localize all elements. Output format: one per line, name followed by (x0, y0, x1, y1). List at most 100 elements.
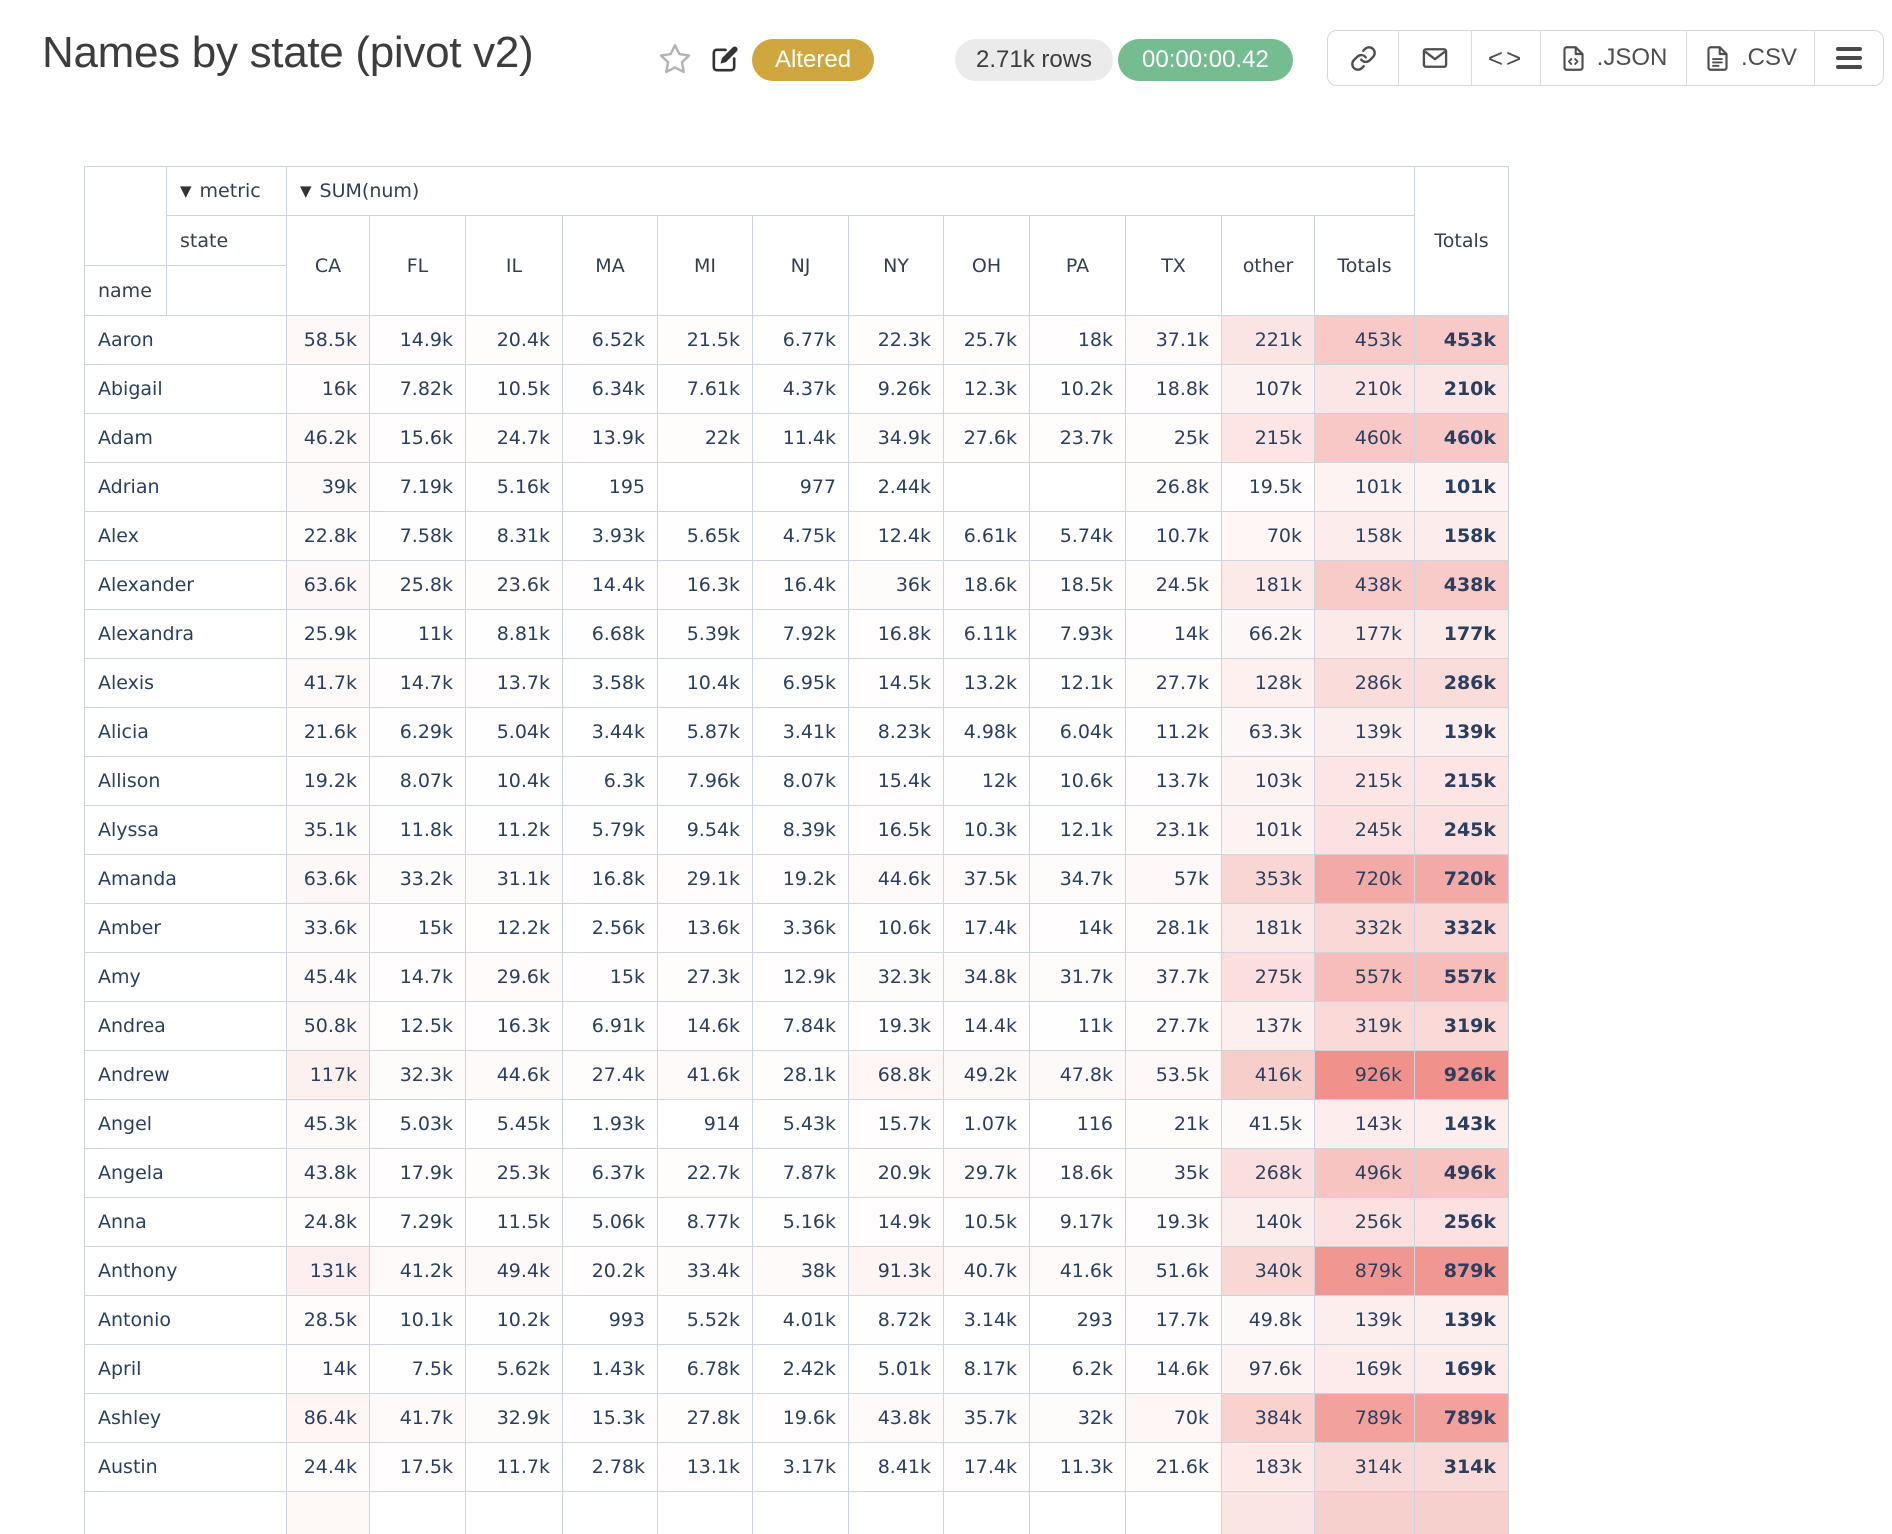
value-cell: 139k (1313, 707, 1416, 757)
value-cell: 11k (369, 609, 466, 659)
value-cell: 13.2k (943, 658, 1030, 708)
value-cell: 32.9k (465, 1393, 563, 1443)
row-label: Abigail (84, 364, 287, 414)
value-cell: 268k (1221, 1148, 1315, 1198)
value-cell: 4.98k (943, 707, 1030, 757)
value-cell: 14.4k (562, 560, 658, 610)
grand-total-cell: 438k (1414, 560, 1510, 610)
value-cell: 17.5k (369, 1442, 466, 1492)
value-cell: 9.26k (848, 364, 944, 414)
value-cell: 68.8k (848, 1050, 944, 1100)
value-cell: 8.07k (752, 756, 849, 806)
value-cell: 11.3k (1029, 1442, 1126, 1492)
value-cell (752, 1491, 849, 1534)
value-cell: 10.4k (465, 756, 563, 806)
blank-header-cell (166, 265, 287, 316)
grand-total-cell: 314k (1414, 1442, 1510, 1492)
value-cell: 10.6k (1029, 756, 1126, 806)
value-cell: 17.9k (369, 1148, 466, 1198)
value-cell: 38k (752, 1246, 849, 1296)
value-cell: 6.61k (943, 511, 1030, 561)
value-cell: 47.8k (1029, 1050, 1126, 1100)
value-cell: 158k (1313, 511, 1416, 561)
value-cell: 319k (1313, 1001, 1416, 1051)
pivot-row: Austin 24.4k 17.5k 11.7k 2.78k 13.1k 3.17k 8.41… (84, 1442, 1510, 1492)
pivot-row: Antonio 28.5k 10.1k 10.2k 993 5.52k 4.01k 8.72k… (84, 1295, 1510, 1345)
value-cell: 107k (1221, 364, 1315, 414)
value-cell: 37.1k (1125, 315, 1222, 365)
altered-badge[interactable]: Altered (752, 39, 875, 81)
pivot-row: Alyssa 35.1k 11.8k 11.2k 5.79k 9.54k 8.39k 16.5… (84, 805, 1510, 855)
state-header-row: state CA FL IL MA MI NJ NY OH PA TX other Totals (85, 215, 1509, 316)
value-cell: 332k (1313, 903, 1416, 953)
grand-total-cell: 143k (1414, 1099, 1510, 1149)
column-header-ny: NY (848, 215, 944, 316)
row-label: Allison (84, 756, 287, 806)
value-cell: 181k (1221, 560, 1315, 610)
value-cell: 3.93k (562, 511, 658, 561)
value-cell: 41.6k (1029, 1246, 1126, 1296)
column-header-oh: OH (943, 215, 1030, 316)
value-cell: 7.19k (369, 462, 466, 512)
email-button[interactable] (1398, 31, 1471, 85)
grand-total-cell: 496k (1414, 1148, 1510, 1198)
value-cell: 44.6k (848, 854, 944, 904)
value-cell: 169k (1313, 1344, 1416, 1394)
value-cell: 29.1k (657, 854, 753, 904)
value-cell: 27.4k (562, 1050, 658, 1100)
row-label: Amy (84, 952, 287, 1002)
value-cell: 22.3k (848, 315, 944, 365)
download-csv-button[interactable]: .CSV (1686, 31, 1814, 85)
value-cell: 53.5k (1125, 1050, 1222, 1100)
value-cell: 20.9k (848, 1148, 944, 1198)
pivot-row: April 14k 7.5k 5.62k 1.43k 6.78k 2.42k 5.01k 8.1… (84, 1344, 1510, 1394)
value-cell (1125, 1491, 1222, 1534)
value-cell (943, 1491, 1030, 1534)
edit-title-button[interactable] (709, 44, 740, 75)
value-cell: 23.1k (1125, 805, 1222, 855)
more-menu-button[interactable] (1814, 31, 1883, 85)
value-cell: 17.4k (943, 903, 1030, 953)
value-cell: 17.4k (943, 1442, 1030, 1492)
value-cell: 13.9k (562, 413, 658, 463)
metric-value-header: ▼ SUM(num) (285, 166, 1416, 216)
value-cell: 5.16k (465, 462, 563, 512)
value-cell: 5.06k (562, 1197, 658, 1247)
grand-total-cell: 215k (1414, 756, 1510, 806)
value-cell: 3.14k (943, 1295, 1030, 1345)
row-label: Alexandra (84, 609, 287, 659)
value-cell: 2.56k (562, 903, 658, 953)
value-cell: 33.6k (286, 903, 370, 953)
value-cell: 34.8k (943, 952, 1030, 1002)
embed-button[interactable]: <> (1471, 31, 1540, 85)
value-cell: 23.7k (1029, 413, 1126, 463)
value-cell: 256k (1313, 1197, 1416, 1247)
grand-total-cell: 879k (1414, 1246, 1510, 1296)
download-json-button[interactable]: .JSON (1540, 31, 1686, 85)
sum-dropdown-arrow-icon[interactable]: ▼ (300, 182, 312, 200)
metric-header-row: ▼ metric ▼ SUM(num) Totals (84, 166, 1510, 316)
embed-code-icon: <> (1487, 42, 1525, 73)
row-count-badge: 2.71k rows (955, 39, 1114, 81)
value-cell (943, 462, 1030, 512)
value-cell: 3.44k (562, 707, 658, 757)
value-cell: 8.07k (369, 756, 466, 806)
share-link-button[interactable] (1328, 31, 1398, 85)
favorite-star-button[interactable] (658, 42, 692, 76)
value-cell: 63.3k (1221, 707, 1315, 757)
value-cell: 14.5k (848, 658, 944, 708)
value-cell: 14.9k (369, 315, 466, 365)
value-cell (1313, 1491, 1416, 1534)
value-cell: 460k (1313, 413, 1416, 463)
value-cell: 57k (1125, 854, 1222, 904)
value-cell: 18.5k (1029, 560, 1126, 610)
value-cell: 35.7k (943, 1393, 1030, 1443)
metric-dropdown-arrow-icon[interactable]: ▼ (180, 182, 192, 200)
value-cell: 5.79k (562, 805, 658, 855)
pivot-row: Alexis 41.7k 14.7k 13.7k 3.58k 10.4k 6.95k 14.5… (84, 658, 1510, 708)
value-cell: 41.7k (286, 658, 370, 708)
execution-time-badge: 00:00:00.42 (1118, 39, 1293, 81)
row-label: Alexis (84, 658, 287, 708)
value-cell: 12k (943, 756, 1030, 806)
metric-axis-label: ▼ metric (166, 166, 287, 216)
